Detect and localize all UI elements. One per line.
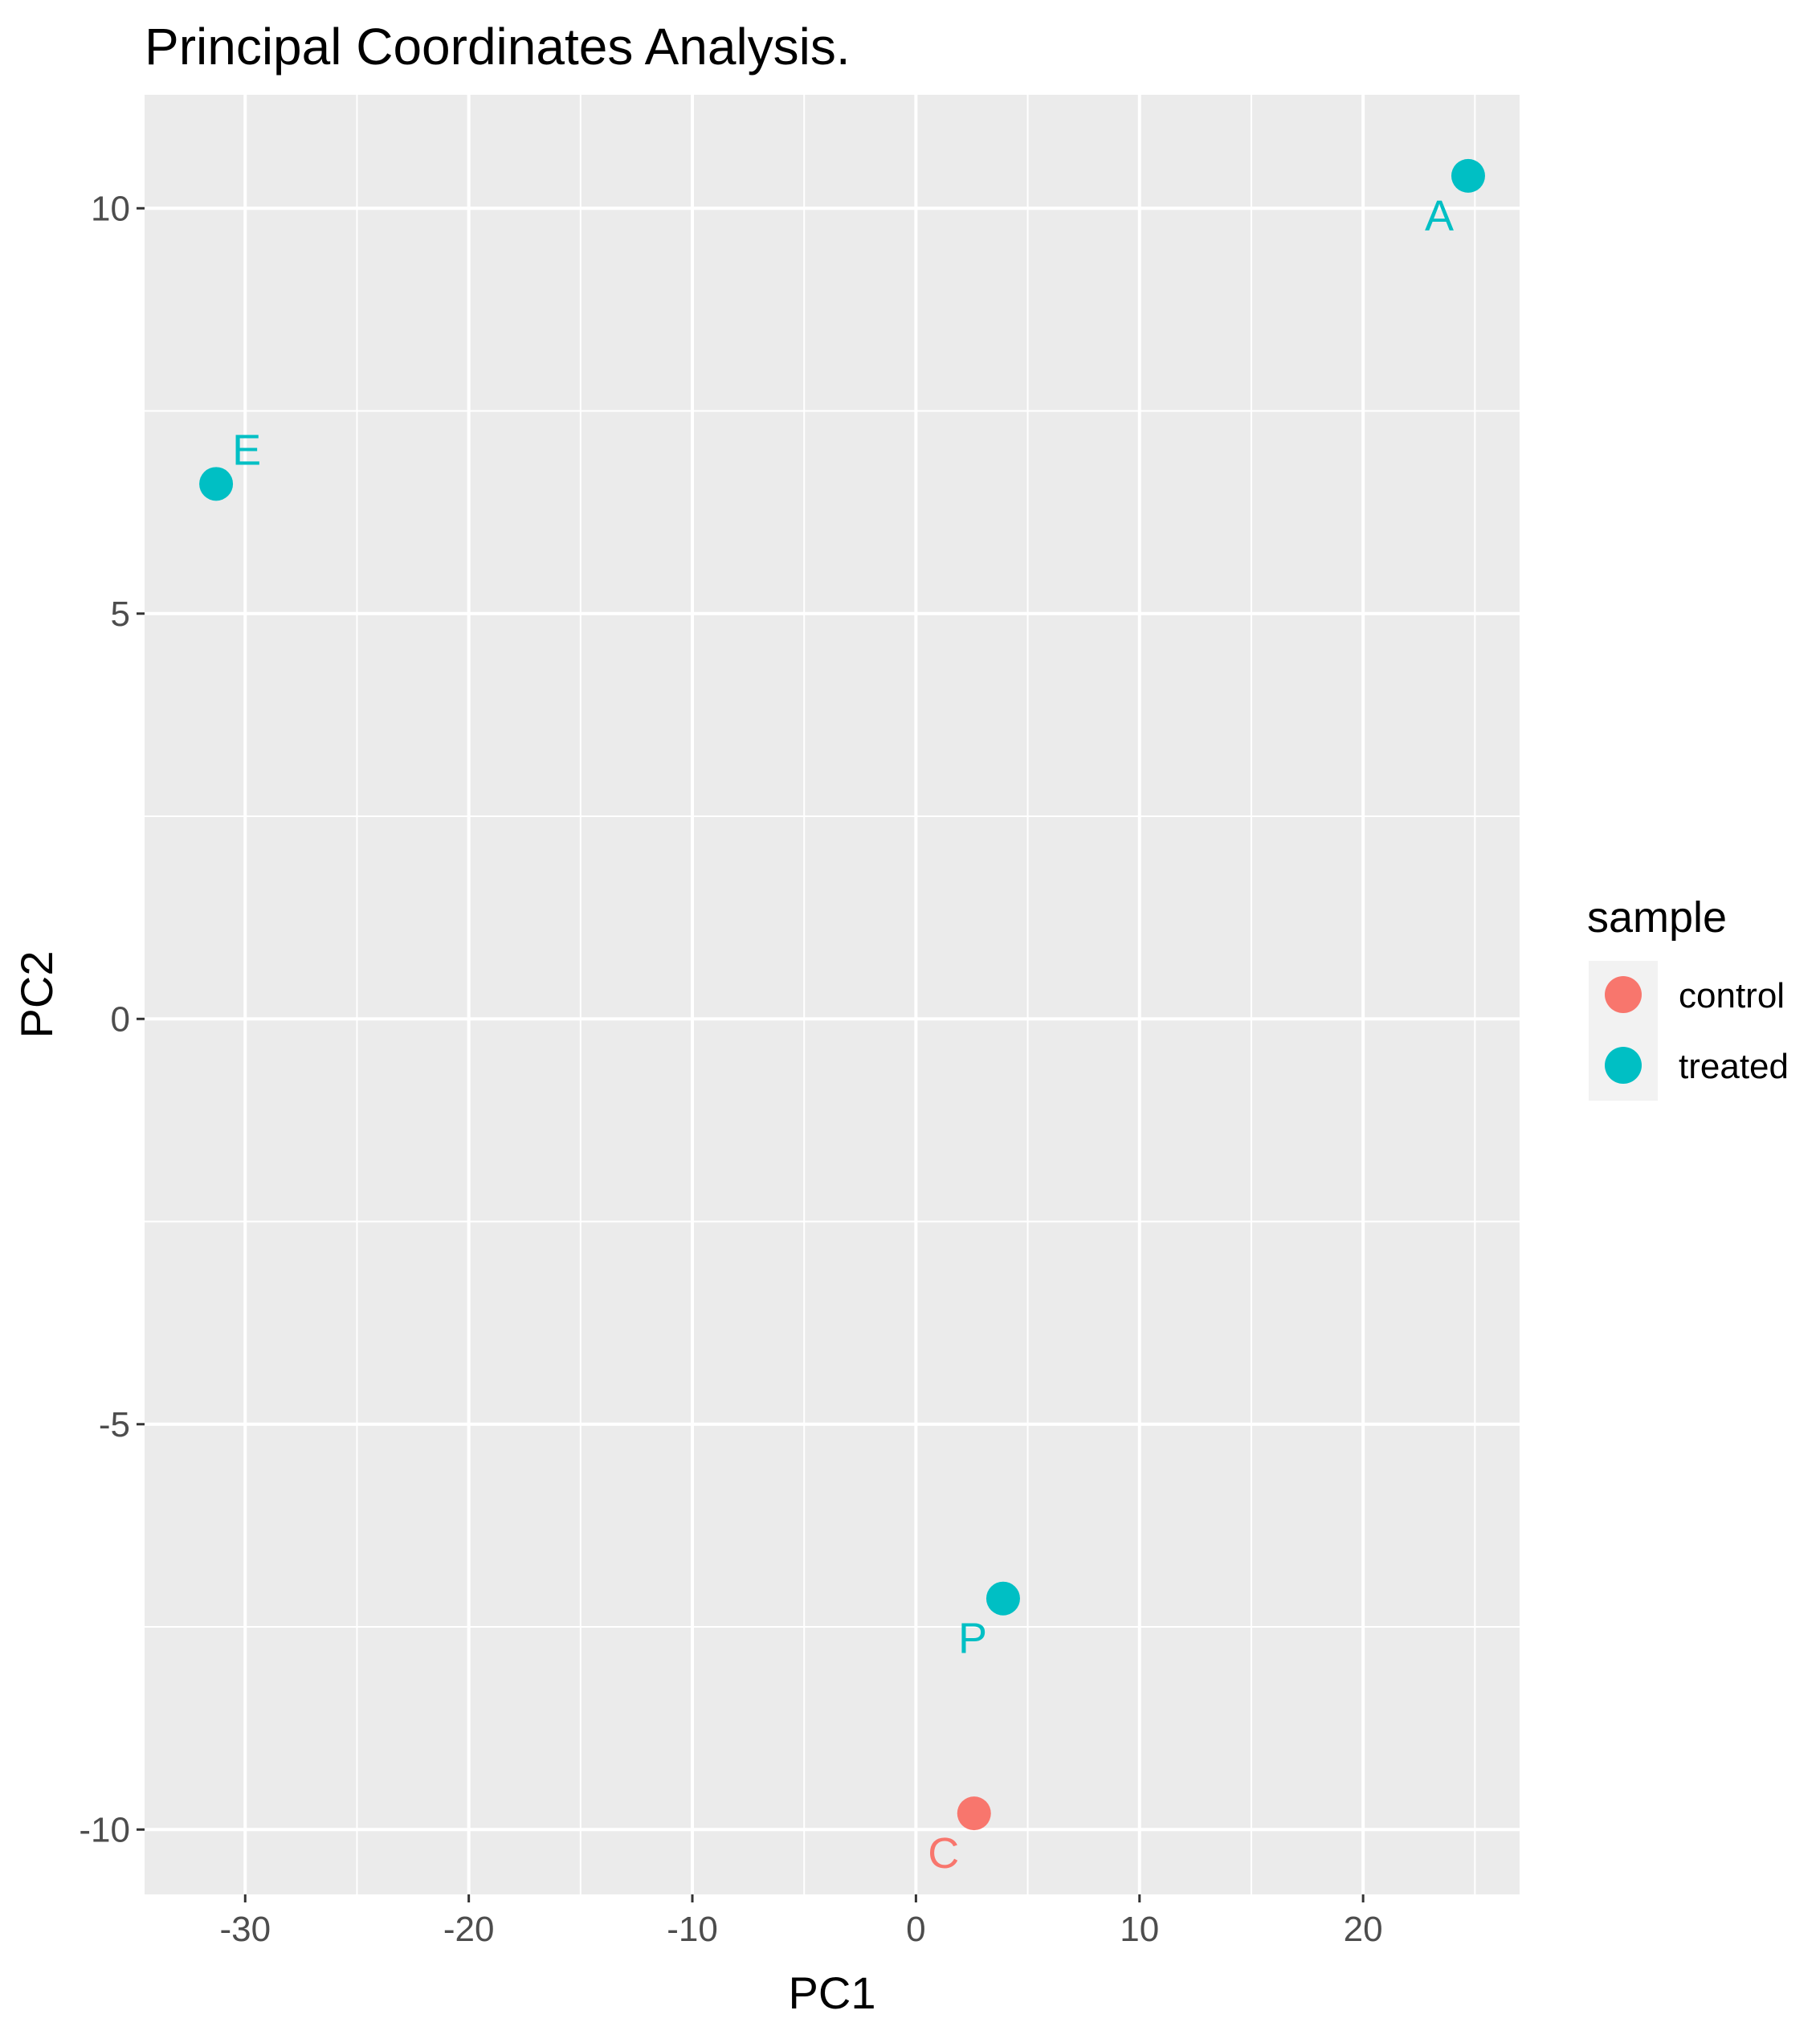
- y-axis: -10 -5 0 5 10: [79, 189, 145, 1849]
- data-point-label-p: P: [958, 1615, 987, 1663]
- legend-title: sample: [1587, 893, 1727, 942]
- data-point-c: [957, 1796, 991, 1831]
- x-tick-label: 20: [1344, 1910, 1383, 1949]
- grid-lines: [145, 95, 1520, 1894]
- legend: sample control treated: [1587, 893, 1789, 1101]
- x-axis: -30 -20 -10 0 10 20: [219, 1894, 1383, 1949]
- data-point-e: [199, 467, 234, 501]
- data-point-a: [1451, 158, 1485, 193]
- x-axis-title: PC1: [789, 1967, 876, 2018]
- y-tick-label: 5: [111, 595, 130, 634]
- y-axis-title: PC2: [11, 951, 62, 1039]
- legend-key-treated: [1605, 1047, 1642, 1084]
- data-points: A E P C: [199, 158, 1485, 1878]
- data-point-p: [985, 1581, 1020, 1616]
- x-tick-label: -30: [219, 1910, 271, 1949]
- x-tick-label: 10: [1120, 1910, 1159, 1949]
- data-point-label-e: E: [232, 426, 261, 474]
- y-tick-label: 0: [111, 999, 130, 1039]
- x-tick-label: 0: [906, 1910, 925, 1949]
- chart-title: Principal Coordinates Analysis.: [145, 18, 851, 76]
- x-tick-label: -20: [443, 1910, 495, 1949]
- x-tick-label: -10: [667, 1910, 718, 1949]
- plot-panel: [145, 95, 1520, 1894]
- y-tick-label: -10: [79, 1810, 130, 1849]
- y-tick-label: 10: [91, 189, 130, 228]
- data-point-label-c: C: [928, 1829, 959, 1878]
- legend-label-control: control: [1679, 976, 1785, 1015]
- y-tick-label: -5: [99, 1405, 130, 1444]
- legend-key-control: [1605, 976, 1642, 1013]
- legend-label-treated: treated: [1679, 1047, 1789, 1086]
- data-point-label-a: A: [1425, 192, 1454, 240]
- legend-entries: control treated: [1605, 976, 1789, 1086]
